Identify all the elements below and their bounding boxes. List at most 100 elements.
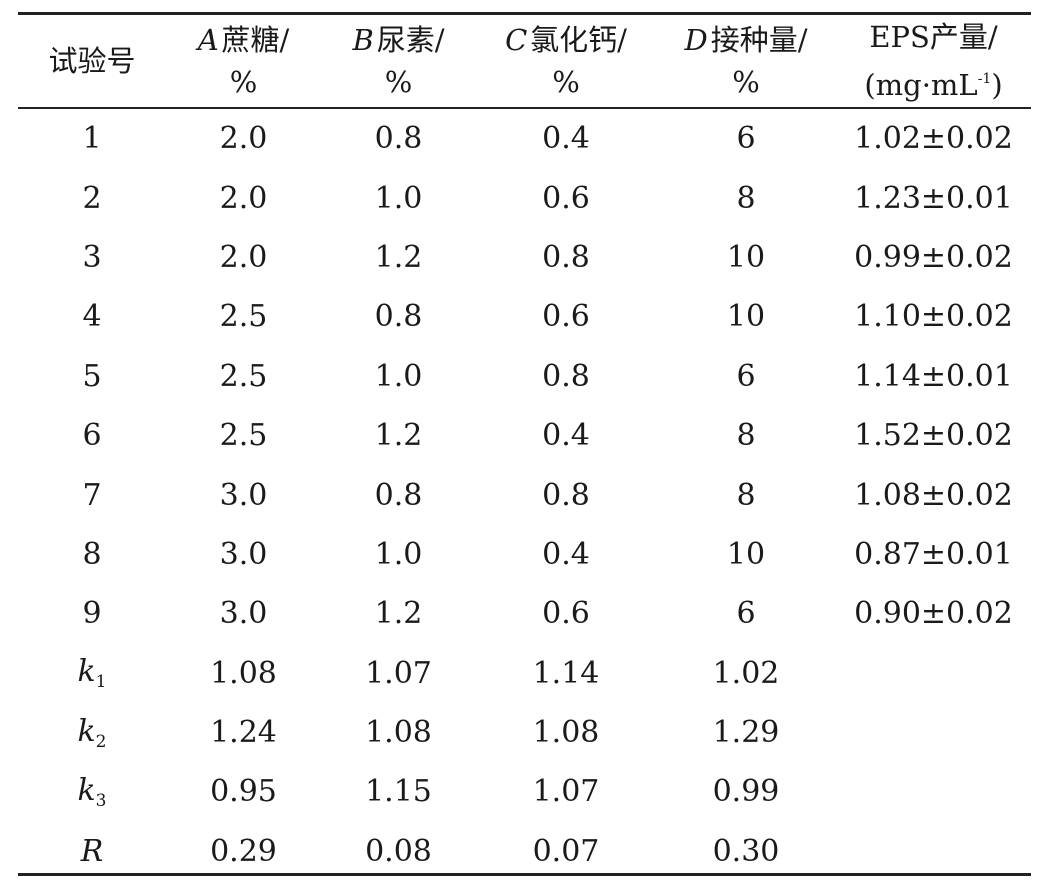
header-c-letter: C [505, 23, 528, 57]
cell-stat-a: 1.08 [210, 655, 277, 691]
cell-stat-label: k1 [18, 644, 166, 703]
cell-empty [836, 762, 1031, 821]
stat-subscript: 1 [95, 672, 107, 693]
header-eps-unit-post: ) [991, 68, 1003, 102]
cell-trial-number: 9 [82, 596, 102, 632]
header-b-letter: B [352, 23, 374, 57]
table-row: 5 2.5 1.0 0.8 6 1.14±0.01 [18, 347, 1031, 406]
stat-letter: R [80, 833, 104, 869]
cell-inoculum: 8 [736, 180, 756, 216]
cell-sucrose: 2.0 [219, 239, 268, 275]
cell-stat-b: 0.08 [365, 833, 432, 869]
cell-urea: 1.0 [374, 358, 423, 394]
header-b-name: B 尿素/ [321, 19, 476, 61]
cell-stat-d: 1.02 [712, 655, 780, 691]
cell-stat-d: 0.99 [712, 774, 780, 810]
cell-inoculum: 6 [736, 121, 756, 157]
stat-subscript: 2 [95, 731, 107, 752]
cell-trial-number: 1 [82, 121, 102, 157]
cell-stat-d: 0.30 [712, 833, 780, 869]
cell-stat-b: 1.15 [365, 774, 432, 810]
cell-empty [836, 822, 1031, 881]
table-row: 6 2.5 1.2 0.4 8 1.52±0.02 [18, 406, 1031, 465]
cell-eps-yield: 1.23±0.01 [854, 180, 1013, 216]
cell-empty [836, 644, 1031, 703]
cell-calcium-chloride: 0.4 [542, 418, 590, 454]
cell-trial-number: 8 [82, 536, 102, 572]
table-body: 1 2.0 0.8 0.4 6 1.02±0.02 2 2.0 1.0 0.6 8 1.23±0.01… [18, 107, 1031, 881]
header-row: 试验号 A 蔗糖/ % B 尿素/ % C 氯化钙/ % D 接种量/ % EP… [18, 15, 1031, 107]
cell-calcium-chloride: 0.6 [542, 596, 590, 632]
cell-eps-yield: 1.08±0.02 [854, 477, 1013, 513]
cell-sucrose: 2.5 [219, 358, 268, 394]
cell-trial-number: 3 [82, 239, 102, 275]
stat-subscript: 3 [95, 790, 107, 811]
header-c-name: C 氯化钙/ [476, 19, 656, 61]
header-factor-b: B 尿素/ % [321, 15, 476, 107]
header-trial-label: 试验号 [48, 44, 136, 78]
cell-urea: 1.0 [374, 536, 423, 572]
cell-trial-number: 6 [82, 418, 102, 454]
table-row: 4 2.5 0.8 0.6 10 1.10±0.02 [18, 287, 1031, 346]
cell-inoculum: 10 [726, 239, 766, 275]
cell-eps-yield: 0.87±0.01 [854, 536, 1013, 572]
cell-urea: 0.8 [374, 299, 423, 335]
header-c-text: 氯化钙/ [530, 23, 627, 57]
cell-stat-a: 0.95 [210, 774, 277, 810]
cell-calcium-chloride: 0.8 [542, 358, 590, 394]
cell-trial-number: 7 [82, 477, 102, 513]
header-d-name: D 接种量/ [656, 19, 836, 61]
cell-urea: 1.2 [374, 596, 423, 632]
cell-sucrose: 2.5 [219, 299, 268, 335]
header-a-name: A 蔗糖/ [166, 19, 321, 61]
cell-eps-yield: 0.90±0.02 [854, 596, 1013, 632]
cell-sucrose: 2.0 [219, 121, 268, 157]
stats-row: k2 1.24 1.08 1.08 1.29 [18, 703, 1031, 762]
cell-inoculum: 8 [736, 418, 756, 454]
cell-stat-c: 1.07 [532, 774, 600, 810]
cell-empty [836, 703, 1031, 762]
header-a-unit: % [229, 65, 258, 99]
cell-eps-yield: 1.14±0.01 [854, 358, 1013, 394]
stat-letter: k [77, 654, 96, 690]
cell-stat-c: 1.08 [532, 715, 600, 751]
stats-row: k3 0.95 1.15 1.07 0.99 [18, 762, 1031, 821]
header-a-text: 蔗糖/ [221, 23, 290, 57]
cell-stat-b: 1.08 [365, 715, 432, 751]
table-top-rule [18, 12, 1031, 15]
header-b-text: 尿素/ [376, 23, 445, 57]
table-bottom-rule [18, 873, 1031, 876]
cell-stat-a: 1.24 [210, 715, 277, 751]
cell-eps-yield: 1.52±0.02 [854, 418, 1013, 454]
cell-inoculum: 6 [736, 596, 756, 632]
header-eps-unit-sup: -1 [977, 71, 992, 87]
cell-stat-b: 1.07 [365, 655, 432, 691]
cell-eps-yield: 1.02±0.02 [854, 121, 1013, 157]
stat-letter: k [77, 713, 96, 749]
header-eps-yield: EPS产量/ (mg·mL-1) [836, 15, 1031, 107]
cell-urea: 1.2 [374, 418, 423, 454]
cell-trial-number: 2 [82, 180, 102, 216]
cell-trial-number: 4 [82, 299, 102, 335]
cell-urea: 0.8 [374, 121, 423, 157]
table-row: 9 3.0 1.2 0.6 6 0.90±0.02 [18, 584, 1031, 643]
cell-stat-label: k3 [18, 762, 166, 821]
header-trial: 试验号 [18, 15, 166, 107]
cell-sucrose: 3.0 [219, 596, 268, 632]
stat-letter: k [77, 772, 96, 808]
stats-row: k1 1.08 1.07 1.14 1.02 [18, 644, 1031, 703]
cell-calcium-chloride: 0.4 [542, 121, 590, 157]
orthogonal-test-table: 试验号 A 蔗糖/ % B 尿素/ % C 氯化钙/ % D 接种量/ % EP… [18, 15, 1031, 881]
cell-sucrose: 2.0 [219, 180, 268, 216]
cell-eps-yield: 0.99±0.02 [854, 239, 1013, 275]
header-eps-unit: (mg·mL-1) [836, 58, 1031, 106]
table-row: 2 2.0 1.0 0.6 8 1.23±0.01 [18, 168, 1031, 227]
table-row: 7 3.0 0.8 0.8 8 1.08±0.02 [18, 465, 1031, 524]
cell-calcium-chloride: 0.6 [542, 180, 590, 216]
header-b-unit: % [384, 65, 413, 99]
cell-calcium-chloride: 0.4 [542, 536, 590, 572]
header-eps-unit-pre: (mg·mL [864, 68, 978, 102]
header-factor-c: C 氯化钙/ % [476, 15, 656, 107]
cell-stat-label: k2 [18, 703, 166, 762]
cell-trial-number: 5 [82, 358, 102, 394]
